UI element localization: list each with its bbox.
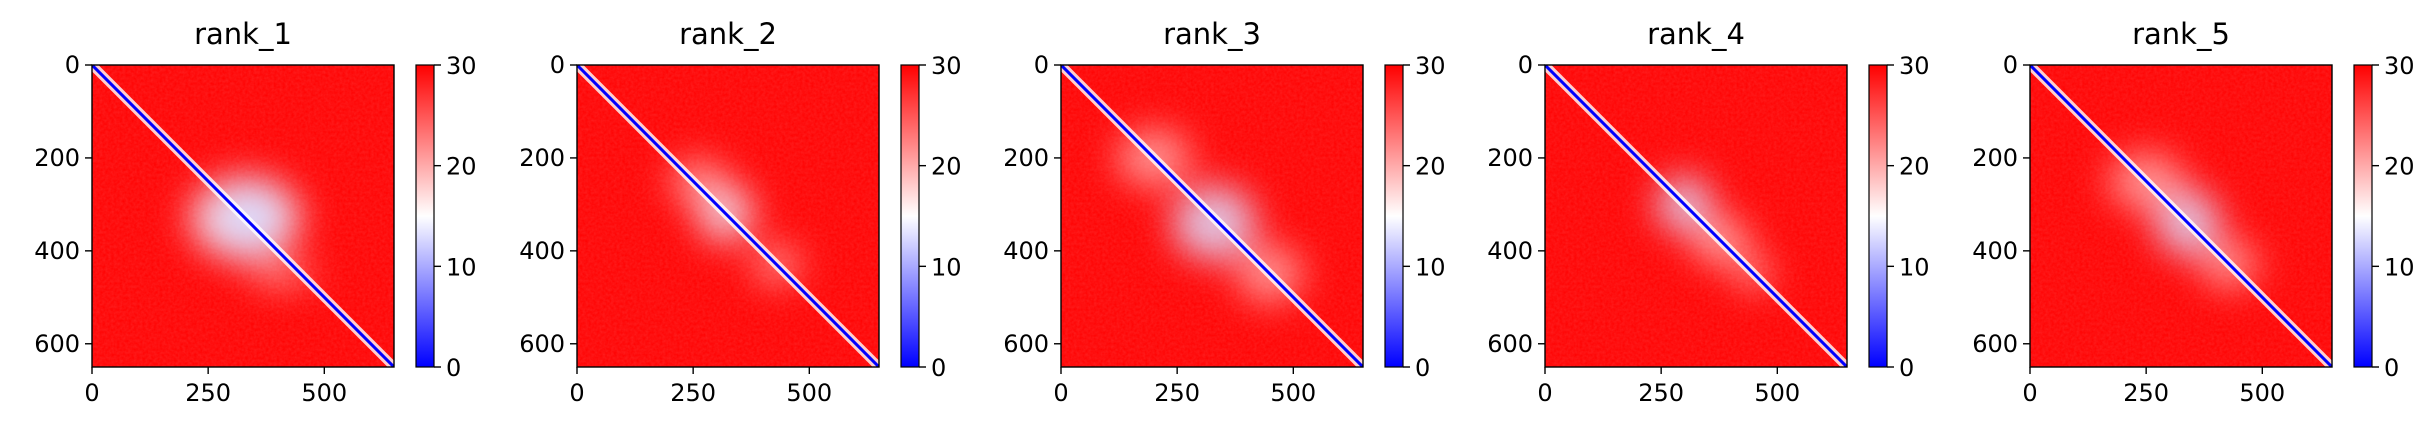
panel-title: rank_2 <box>679 17 777 51</box>
axes-frame <box>2029 64 2333 368</box>
x-tick-label: 0 <box>2022 379 2037 407</box>
axes-frame <box>1060 64 1364 368</box>
x-tick-label: 500 <box>1270 379 1316 407</box>
y-tick-label: 200 <box>1003 144 1049 172</box>
colorbar-gradient <box>415 64 435 368</box>
x-tick-label: 250 <box>670 379 716 407</box>
diagonal-line <box>92 65 394 367</box>
colorbar-gradient <box>1868 64 1888 368</box>
y-tick-label: 400 <box>519 237 565 265</box>
diagonal-line <box>1061 65 1363 367</box>
x-tick-label: 250 <box>185 379 231 407</box>
y-tick-label: 0 <box>1034 51 1049 79</box>
y-tick-label: 400 <box>34 237 80 265</box>
y-tick-label: 200 <box>519 144 565 172</box>
colorbar-tick-label: 0 <box>2384 354 2399 382</box>
y-tick-label: 0 <box>2003 51 2018 79</box>
colorbar-tick-label: 10 <box>2384 253 2415 281</box>
y-tick-label: 0 <box>550 51 565 79</box>
diagonal-line <box>577 65 879 367</box>
y-tick-label: 600 <box>1003 330 1049 358</box>
panel-title: rank_4 <box>1647 17 1745 51</box>
y-tick-label: 200 <box>1487 144 1533 172</box>
heatmap-image <box>2030 65 2332 367</box>
colorbar-tick-label: 20 <box>1899 153 1930 181</box>
y-tick-label: 200 <box>1972 144 2018 172</box>
y-tick-label: 600 <box>519 330 565 358</box>
y-tick-label: 0 <box>1518 51 1533 79</box>
colorbar-tick-label: 30 <box>931 52 962 80</box>
y-tick-label: 600 <box>1972 330 2018 358</box>
heatmap-image <box>1545 65 1847 367</box>
y-tick-label: 600 <box>34 330 80 358</box>
x-tick-label: 250 <box>1638 379 1684 407</box>
y-tick-label: 200 <box>34 144 80 172</box>
heatmap-image <box>92 65 394 367</box>
colorbar-tick-label: 30 <box>2384 52 2415 80</box>
colorbar-gradient <box>1384 64 1404 368</box>
x-tick-label: 0 <box>1537 379 1552 407</box>
x-tick-label: 500 <box>1754 379 1800 407</box>
panel-title: rank_5 <box>2132 17 2230 51</box>
colorbar: 0 10 20 30 <box>900 52 962 382</box>
colorbar-tick-label: 0 <box>446 354 461 382</box>
colorbar-tick-label: 0 <box>1415 354 1430 382</box>
axes-frame <box>91 64 395 368</box>
x-tick-label: 0 <box>84 379 99 407</box>
y-tick-label: 400 <box>1487 237 1533 265</box>
diagonal-line <box>1545 65 1847 367</box>
colorbar-gradient <box>900 64 920 368</box>
colorbar-tick-label: 20 <box>1415 153 1446 181</box>
colorbar-tick-label: 30 <box>1415 52 1446 80</box>
x-tick-label: 500 <box>786 379 832 407</box>
colorbar-tick-label: 10 <box>446 253 477 281</box>
colorbar-tick-label: 20 <box>446 153 477 181</box>
x-tick-label: 500 <box>2239 379 2285 407</box>
heatmap-image <box>1061 65 1363 367</box>
colorbar: 0 10 20 30 <box>1384 52 1446 382</box>
panel-title: rank_1 <box>194 17 292 51</box>
colorbar-tick-label: 30 <box>1899 52 1930 80</box>
colorbar-gradient <box>2353 64 2373 368</box>
colorbar-tick-label: 20 <box>2384 153 2415 181</box>
colorbar-tick-label: 10 <box>1899 253 1930 281</box>
x-tick-label: 250 <box>2123 379 2169 407</box>
heatmap-image <box>577 65 879 367</box>
y-tick-label: 0 <box>65 51 80 79</box>
y-tick-label: 400 <box>1972 237 2018 265</box>
colorbar-tick-label: 0 <box>1899 354 1914 382</box>
colorbar: 0 10 20 30 <box>1868 52 1930 382</box>
colorbar-tick-label: 10 <box>1415 253 1446 281</box>
y-tick-label: 400 <box>1003 237 1049 265</box>
colorbar: 0 10 20 30 <box>415 52 477 382</box>
colorbar-tick-label: 20 <box>931 153 962 181</box>
panel-title: rank_3 <box>1163 17 1261 51</box>
diagonal-line <box>2030 65 2332 367</box>
axes-frame <box>576 64 880 368</box>
axes-frame <box>1544 64 1848 368</box>
colorbar-tick-label: 10 <box>931 253 962 281</box>
colorbar-tick-label: 30 <box>446 52 477 80</box>
y-tick-label: 600 <box>1487 330 1533 358</box>
x-tick-label: 0 <box>569 379 584 407</box>
colorbar: 0 10 20 30 <box>2353 52 2415 382</box>
x-tick-label: 250 <box>1154 379 1200 407</box>
x-tick-label: 0 <box>1053 379 1068 407</box>
x-tick-label: 500 <box>301 379 347 407</box>
colorbar-tick-label: 0 <box>931 354 946 382</box>
